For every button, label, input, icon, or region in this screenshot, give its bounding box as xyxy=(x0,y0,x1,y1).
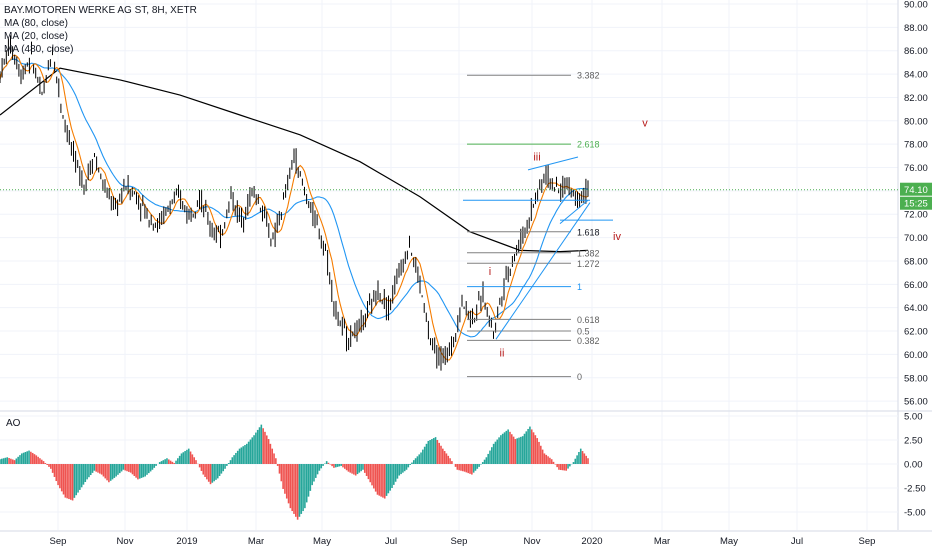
fib-level-label: 1.618 xyxy=(577,227,600,237)
y-tick-label: 56.00 xyxy=(904,397,928,408)
ao-pane-label[interactable]: AO xyxy=(6,418,21,429)
y-tick-label: 64.00 xyxy=(904,303,928,314)
x-tick-label: Sep xyxy=(451,536,468,547)
x-tick-label: 2019 xyxy=(176,536,197,547)
y-tick-label: 72.00 xyxy=(904,210,928,221)
ma-80-line xyxy=(0,58,588,338)
x-tick-label: Sep xyxy=(50,536,67,547)
ao-y-tick-label: -5.00 xyxy=(904,508,926,519)
x-tick-label: Jul xyxy=(791,536,803,547)
x-tick-label: Mar xyxy=(248,536,264,547)
countdown-label: 15:25 xyxy=(904,199,928,210)
wave-label-iv: iv xyxy=(613,231,621,243)
y-tick-label: 86.00 xyxy=(904,46,928,57)
ao-y-tick-label: 0.00 xyxy=(904,460,923,471)
legend-ma-20[interactable]: MA (20, close) xyxy=(4,31,68,42)
wedge-top-line xyxy=(527,156,579,171)
wave-label-ii: ii xyxy=(500,348,505,360)
trend-channel-line xyxy=(495,202,591,340)
y-tick-label: 76.00 xyxy=(904,163,928,174)
y-tick-label: 82.00 xyxy=(904,93,928,104)
ao-y-tick-label: -2.50 xyxy=(904,484,926,495)
fib-level-label: 1.382 xyxy=(577,248,600,258)
symbol-title[interactable]: BAY.MOTOREN WERKE AG ST, 8H, XETR xyxy=(4,5,197,16)
y-tick-label: 68.00 xyxy=(904,256,928,267)
legend-ma-480[interactable]: MA (480, close) xyxy=(4,44,74,55)
countdown-badge xyxy=(900,196,932,210)
ma-20-line xyxy=(0,54,589,361)
y-tick-label: 70.00 xyxy=(904,233,928,244)
y-tick-label: 62.00 xyxy=(904,327,928,338)
current-price-label: 74.10 xyxy=(904,185,928,196)
x-tick-label: Mar xyxy=(654,536,670,547)
y-tick-label: 90.00 xyxy=(904,0,928,11)
x-tick-label: Nov xyxy=(117,536,134,547)
fib-level-label: 0 xyxy=(577,372,582,382)
current-price-badge xyxy=(900,182,932,196)
wedge-bottom-line xyxy=(559,199,589,224)
x-tick-label: May xyxy=(313,536,331,547)
wave-label-iii: iii xyxy=(533,152,540,164)
x-tick-label: 2020 xyxy=(581,536,602,547)
y-tick-label: 78.00 xyxy=(904,140,928,151)
wave-label-i: i xyxy=(489,266,491,278)
fib-level-label: 0.618 xyxy=(577,315,600,325)
x-tick-label: Jul xyxy=(385,536,397,547)
y-tick-label: 66.00 xyxy=(904,280,928,291)
y-tick-label: 88.00 xyxy=(904,23,928,34)
fib-level-label: 2.618 xyxy=(577,140,600,150)
ma-480-line xyxy=(0,67,589,253)
fib-level-label: 1 xyxy=(577,282,582,292)
fib-level-label: 3.382 xyxy=(577,71,600,81)
y-tick-label: 84.00 xyxy=(904,70,928,81)
fib-level-label: 0.382 xyxy=(577,336,600,346)
y-tick-label: 58.00 xyxy=(904,373,928,384)
ao-y-tick-label: 2.50 xyxy=(904,436,923,447)
ao-y-tick-label: 5.00 xyxy=(904,412,923,423)
x-tick-label: May xyxy=(720,536,738,547)
x-tick-label: Sep xyxy=(859,536,876,547)
fib-level-label: 0.5 xyxy=(577,327,590,337)
chart-legend: BAY.MOTOREN WERKE AG ST, 8H, XETR MA (80… xyxy=(4,4,197,56)
y-tick-label: 80.00 xyxy=(904,116,928,127)
legend-ma-80[interactable]: MA (80, close) xyxy=(4,18,68,29)
wave-label-v: v xyxy=(642,118,648,130)
y-tick-label: 60.00 xyxy=(904,350,928,361)
fib-level-label: 1.272 xyxy=(577,259,600,269)
x-tick-label: Nov xyxy=(524,536,541,547)
